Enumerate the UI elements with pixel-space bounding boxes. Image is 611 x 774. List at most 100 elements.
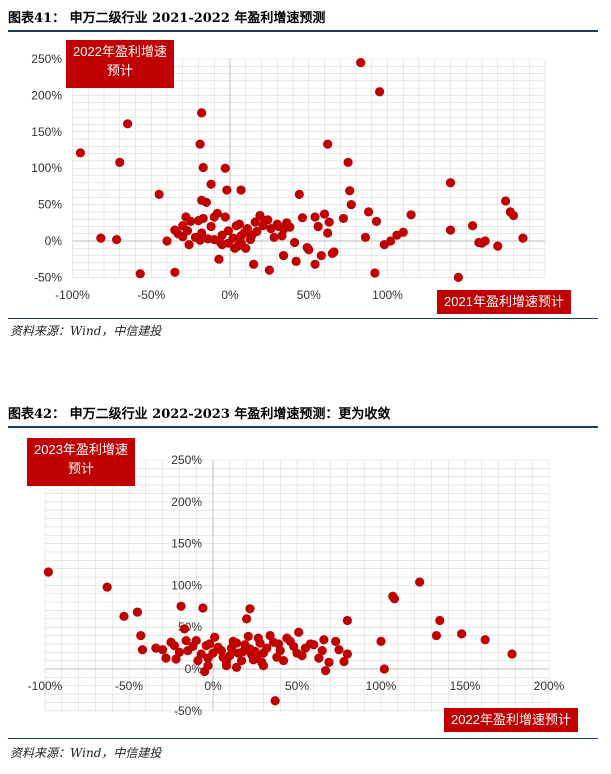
x-axis-label: 2022年盈利增速预计 — [451, 712, 571, 727]
y-tick-label: 200% — [171, 495, 202, 509]
data-point — [324, 217, 334, 227]
data-point — [243, 631, 253, 641]
data-point — [132, 607, 142, 617]
source-divider — [8, 318, 598, 319]
data-point — [250, 217, 260, 227]
data-point — [242, 224, 252, 234]
data-point — [233, 241, 243, 251]
title-divider — [8, 30, 598, 32]
data-point — [457, 629, 467, 639]
source-note: 资料来源：Wind，中信建投 — [10, 324, 162, 338]
data-point — [342, 649, 352, 659]
x-tick-label: 200% — [534, 679, 565, 693]
data-point — [169, 640, 179, 651]
x-tick-label: 100% — [372, 288, 403, 302]
data-point — [215, 237, 226, 248]
data-point — [136, 630, 146, 641]
data-point — [241, 243, 251, 253]
data-point — [415, 577, 425, 587]
data-point — [161, 653, 171, 663]
y-tick-label: -50% — [34, 270, 62, 284]
data-point — [320, 666, 331, 676]
data-point — [375, 87, 385, 97]
data-point — [331, 636, 341, 647]
data-point — [158, 645, 168, 655]
y-tick-label: 250% — [31, 52, 62, 66]
data-point — [206, 179, 216, 189]
y-tick-label: 250% — [171, 453, 202, 467]
data-point — [360, 232, 371, 242]
y-axis-label-line1: 2022年盈利增速 — [73, 44, 167, 59]
x-tick-label: 50% — [285, 679, 309, 693]
data-point — [376, 636, 386, 647]
y-axis-label-line1: 2023年盈利增速 — [34, 442, 128, 457]
data-point — [123, 119, 133, 129]
chart-1: 250%200%150%100%50%0%-50%-100% -50% 0% 50% 1… — [28, 453, 565, 718]
data-point — [198, 162, 208, 173]
x-axis-label-box: 2021年盈利增速预计 — [437, 290, 571, 314]
data-point — [294, 189, 304, 200]
data-point — [316, 250, 326, 261]
data-point — [346, 200, 356, 210]
data-point — [453, 272, 463, 282]
data-point — [258, 661, 268, 671]
data-point — [431, 630, 442, 641]
y-tick-label: -50% — [174, 704, 202, 718]
y-axis-label-box: 2023年盈利增速 预计 — [27, 438, 135, 486]
data-point — [225, 651, 235, 661]
data-point — [398, 227, 408, 237]
source-divider — [8, 738, 598, 739]
data-point — [269, 232, 279, 242]
data-point — [183, 646, 193, 656]
x-tick-label: 150% — [450, 679, 481, 693]
data-point — [102, 582, 112, 592]
data-point — [193, 656, 203, 666]
y-axis-label-box: 2022年盈利增速 预计 — [66, 40, 174, 88]
data-point — [285, 222, 295, 232]
data-point — [467, 221, 478, 231]
data-point — [445, 225, 456, 235]
data-point — [309, 640, 319, 650]
y-tick-label: 150% — [31, 125, 62, 139]
data-point — [507, 649, 517, 659]
data-point — [319, 635, 329, 645]
x-tick-label: -50% — [115, 679, 143, 693]
data-point — [289, 237, 300, 248]
data-point — [176, 601, 186, 611]
data-point — [364, 207, 374, 217]
y-tick-label: 100% — [171, 578, 202, 592]
data-point — [75, 148, 85, 158]
y-tick-label: 100% — [31, 161, 62, 175]
data-point — [231, 638, 242, 648]
x-tick-label: 0% — [221, 288, 239, 302]
data-point — [319, 209, 330, 219]
data-point — [115, 157, 125, 167]
data-point — [170, 225, 180, 235]
data-point — [317, 646, 327, 656]
data-point — [171, 654, 181, 664]
data-point — [338, 213, 348, 224]
data-point — [314, 653, 324, 663]
data-point — [112, 234, 122, 245]
data-point — [278, 250, 289, 261]
data-point — [181, 212, 191, 222]
y-axis-label-line2: 预计 — [67, 461, 94, 476]
y-tick-label: 200% — [31, 88, 62, 102]
figure-title: 图表41： 申万二级行业 2021-2022 年盈利增速预测 — [8, 11, 326, 26]
data-point — [323, 139, 333, 149]
data-point — [137, 645, 148, 655]
data-point — [275, 646, 285, 656]
data-point — [480, 635, 490, 645]
y-tick-label: 0% — [45, 234, 63, 248]
data-point — [234, 219, 245, 229]
data-point — [493, 241, 503, 251]
data-point — [249, 259, 259, 269]
data-point — [278, 656, 289, 666]
data-point — [297, 651, 307, 661]
data-point — [170, 267, 180, 277]
data-point — [310, 212, 320, 222]
data-point — [221, 661, 232, 671]
data-point — [181, 635, 191, 646]
data-point — [210, 632, 220, 642]
data-point — [343, 157, 353, 167]
